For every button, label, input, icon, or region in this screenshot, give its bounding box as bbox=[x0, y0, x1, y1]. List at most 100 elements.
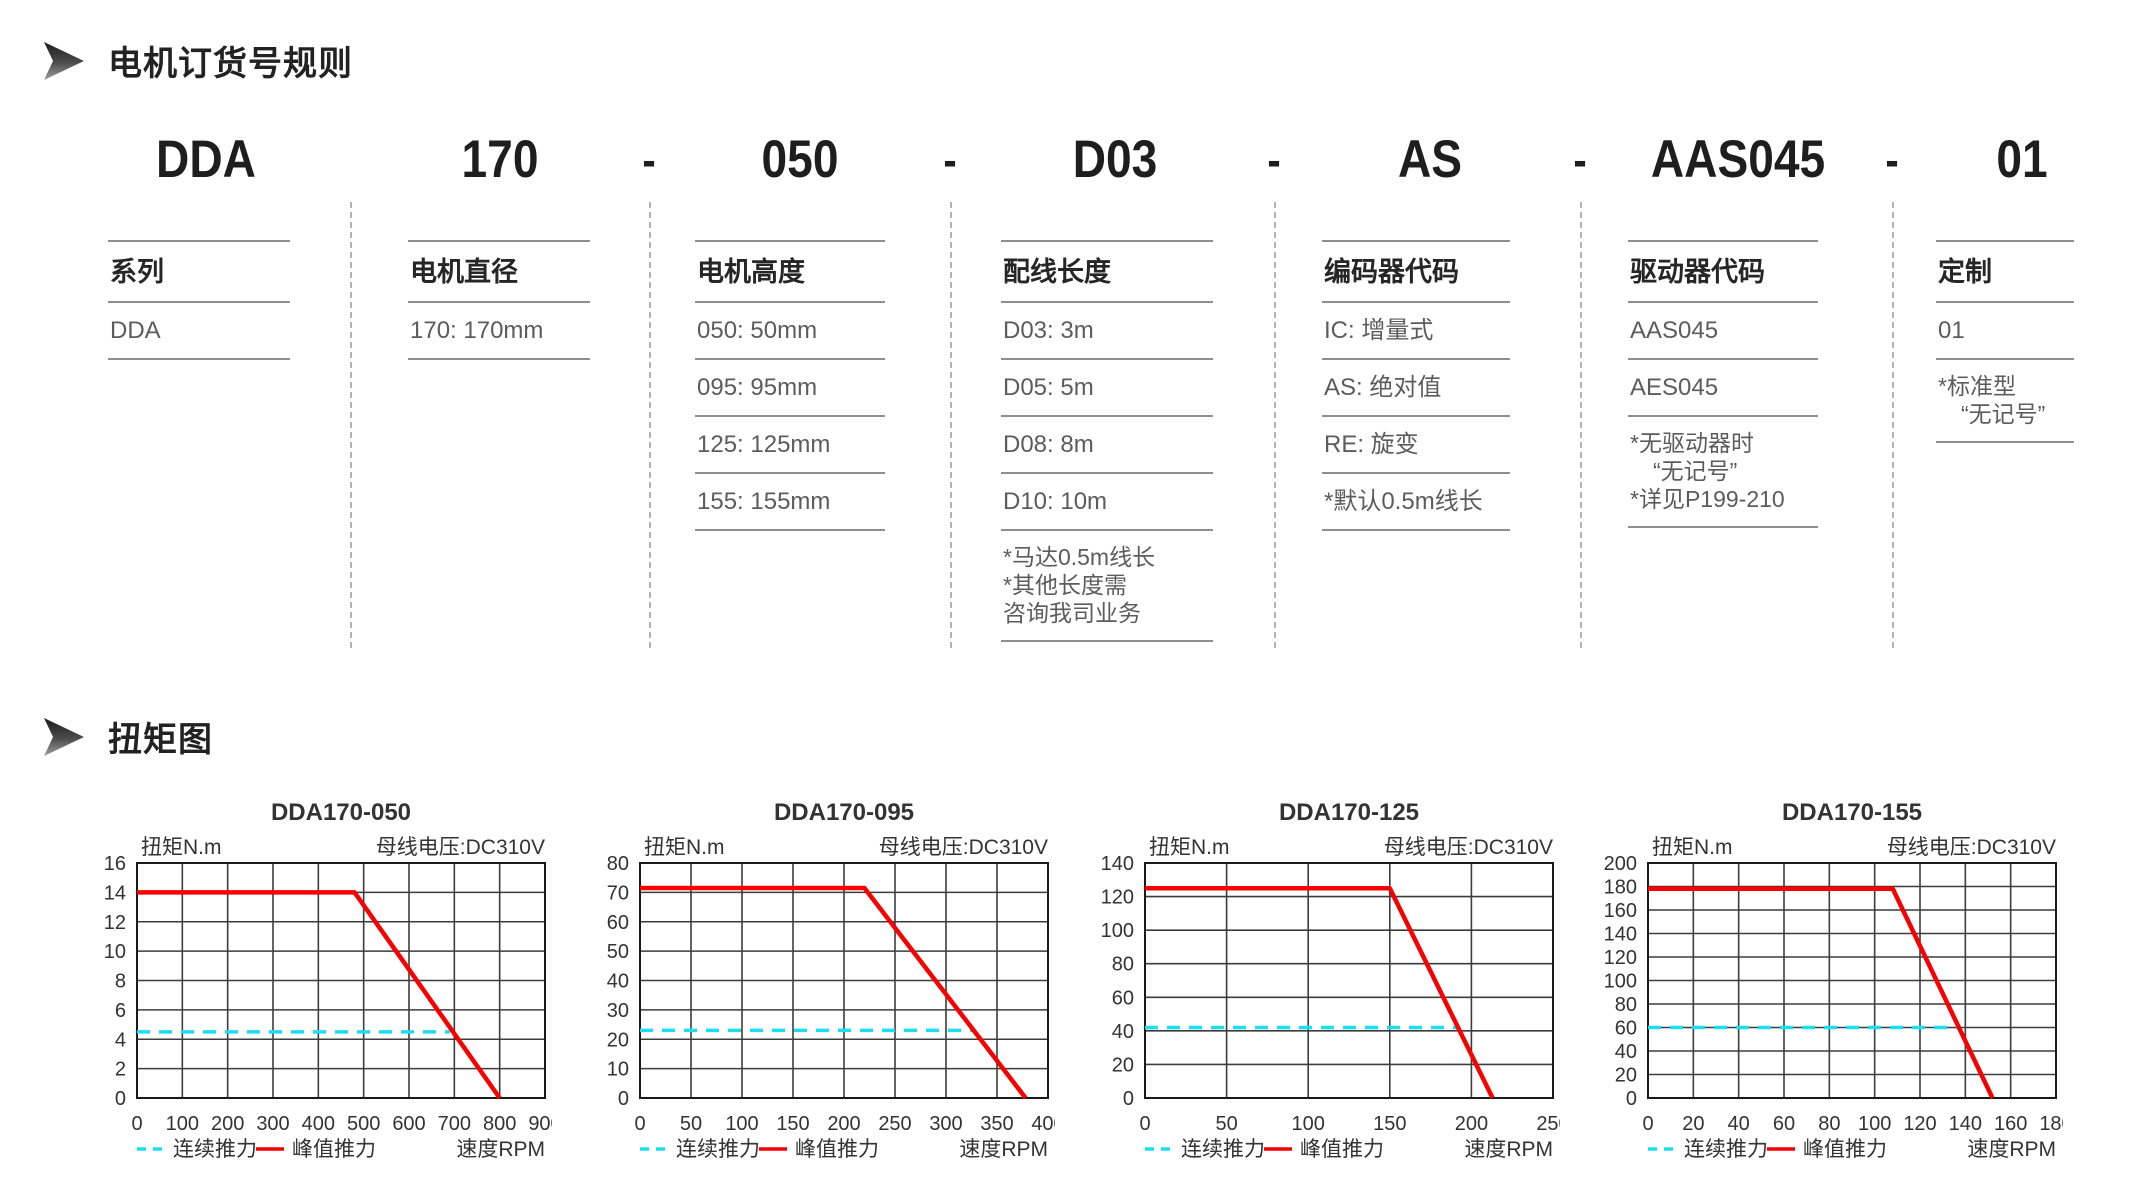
column-separator bbox=[950, 202, 952, 648]
peak-thrust-line bbox=[640, 885, 1028, 1100]
code-series: DDA bbox=[156, 130, 256, 189]
note-line: 咨询我司业务 bbox=[1003, 600, 1141, 626]
y-axis-tick-label: 60 bbox=[1112, 987, 1134, 1009]
code-hyphen: - bbox=[1573, 134, 1587, 186]
section-arrow-icon bbox=[44, 41, 84, 80]
legend-peak-label: 峰值推力 bbox=[795, 1138, 879, 1161]
column-item: *默认0.5m线长 bbox=[1322, 474, 1510, 531]
y-axis-tick-label: 60 bbox=[607, 912, 629, 934]
torque-chart-dda170-155: DDA170-155 扭矩N.m 母线电压:DC310V 0 20 40 60 80 100 12… bbox=[1563, 780, 2073, 1190]
bus-voltage-annotation: 母线电压:DC310V bbox=[376, 836, 545, 859]
column-note: *无驱动器时 “无记号” *详见P199-210 bbox=[1628, 417, 1818, 528]
legend-continuous-label: 连续推力 bbox=[1181, 1138, 1265, 1161]
x-axis-tick-label: 250 bbox=[878, 1113, 911, 1135]
note-line: “无记号” bbox=[1630, 458, 1738, 484]
legend-continuous-label: 连续推力 bbox=[173, 1138, 257, 1161]
column-diameter: 电机直径 170: 170mm bbox=[408, 240, 590, 360]
section-arrow-icon bbox=[44, 717, 84, 756]
bus-voltage-annotation: 母线电压:DC310V bbox=[879, 836, 1048, 859]
column-item: AES045 bbox=[1628, 360, 1818, 417]
column-driver: 驱动器代码 AAS045 AES045 *无驱动器时 “无记号” *详见P199… bbox=[1628, 240, 1818, 528]
note-line: *无驱动器时 bbox=[1630, 430, 1754, 456]
y-axis-tick-label: 20 bbox=[1615, 1065, 1637, 1087]
x-axis-tick-label: 40 bbox=[1728, 1113, 1750, 1135]
x-axis-tick-label: 300 bbox=[256, 1113, 289, 1135]
note-line: *详见P199-210 bbox=[1630, 486, 1785, 512]
y-axis-tick-label: 80 bbox=[607, 853, 629, 875]
y-axis-tick-label: 16 bbox=[104, 853, 126, 875]
x-axis-tick-label: 500 bbox=[347, 1113, 380, 1135]
y-axis-tick-label: 40 bbox=[1615, 1041, 1637, 1063]
code-hyphen: - bbox=[1885, 134, 1899, 186]
code-hyphen: - bbox=[1267, 134, 1281, 186]
column-label: 定制 bbox=[1936, 240, 2074, 303]
column-item: IC: 增量式 bbox=[1322, 303, 1510, 360]
x-axis-tick-label: 150 bbox=[1373, 1113, 1406, 1135]
column-item: DDA bbox=[108, 303, 290, 360]
x-axis-tick-label: 160 bbox=[1994, 1113, 2027, 1135]
x-axis-tick-label: 0 bbox=[1139, 1113, 1150, 1135]
x-axis-unit-label: 速度RPM bbox=[456, 1138, 545, 1161]
x-axis-tick-label: 100 bbox=[166, 1113, 199, 1135]
y-axis-tick-label: 0 bbox=[618, 1088, 629, 1110]
column-separator bbox=[1274, 202, 1276, 648]
column-item: AS: 绝对值 bbox=[1322, 360, 1510, 417]
x-axis-tick-label: 700 bbox=[438, 1113, 471, 1135]
order-code-section-header: 电机订货号规则 bbox=[44, 36, 353, 85]
x-axis-tick-label: 200 bbox=[827, 1113, 860, 1135]
torque-chart-svg: DDA170-095 扭矩N.m 母线电压:DC310V 0 10 20 30 40 50 60 7… bbox=[607, 799, 1065, 1161]
y-axis-unit-label: 扭矩N.m bbox=[1652, 836, 1733, 859]
chart-title: DDA170-095 bbox=[774, 799, 914, 826]
y-axis-tick-label: 20 bbox=[1112, 1054, 1134, 1076]
y-axis-tick-label: 60 bbox=[1615, 1018, 1637, 1040]
column-separator bbox=[1580, 202, 1582, 648]
y-axis-tick-label: 6 bbox=[115, 1000, 126, 1022]
y-axis-tick-label: 100 bbox=[1604, 971, 1637, 993]
chart-title: DDA170-125 bbox=[1279, 799, 1419, 826]
torque-chart-svg: DDA170-050 扭矩N.m 母线电压:DC310V 0 2 4 6 8 10 12 14 16 0… bbox=[104, 799, 562, 1161]
y-axis-tick-label: 40 bbox=[607, 971, 629, 993]
column-item: D05: 5m bbox=[1001, 360, 1213, 417]
legend-peak-label: 峰值推力 bbox=[1300, 1138, 1384, 1161]
plot-border bbox=[1144, 862, 1554, 1099]
column-series: 系列 DDA bbox=[108, 240, 290, 360]
y-axis-tick-label: 180 bbox=[1604, 877, 1637, 899]
column-item: 125: 125mm bbox=[695, 417, 885, 474]
x-axis-tick-label: 60 bbox=[1773, 1113, 1795, 1135]
y-axis-tick-label: 70 bbox=[607, 882, 629, 904]
x-axis-tick-label: 180 bbox=[2039, 1113, 2063, 1135]
bus-voltage-annotation: 母线电压:DC310V bbox=[1887, 836, 2056, 859]
y-axis-tick-label: 14 bbox=[104, 882, 126, 904]
code-diameter: 170 bbox=[461, 130, 539, 189]
y-axis-tick-label: 200 bbox=[1604, 853, 1637, 875]
torque-chart-svg: DDA170-125 扭矩N.m 母线电压:DC310V 0 20 40 60 80 100 12… bbox=[1101, 799, 1570, 1161]
y-axis-unit-label: 扭矩N.m bbox=[141, 836, 222, 859]
note-line: “无记号” bbox=[1938, 401, 2046, 427]
x-axis-tick-label: 300 bbox=[929, 1113, 962, 1135]
column-item: D08: 8m bbox=[1001, 417, 1213, 474]
x-axis-tick-label: 50 bbox=[680, 1113, 702, 1135]
column-note: *马达0.5m线长 *其他长度需 咨询我司业务 bbox=[1001, 531, 1213, 642]
peak-thrust-line bbox=[1145, 885, 1495, 1099]
x-axis-tick-label: 0 bbox=[634, 1113, 645, 1135]
plot-border bbox=[136, 862, 546, 1099]
x-axis-tick-label: 400 bbox=[302, 1113, 335, 1135]
x-axis-tick-label: 20 bbox=[1682, 1113, 1704, 1135]
code-hyphen: - bbox=[943, 134, 957, 186]
torque-chart-dda170-050: DDA170-050 扭矩N.m 母线电压:DC310V 0 2 4 6 8 10 12 14 16 0… bbox=[52, 780, 562, 1190]
column-item: 155: 155mm bbox=[695, 474, 885, 531]
y-axis-tick-label: 10 bbox=[104, 941, 126, 963]
x-axis-tick-label: 0 bbox=[1642, 1113, 1653, 1135]
column-separator bbox=[649, 202, 651, 648]
x-axis-tick-label: 150 bbox=[776, 1113, 809, 1135]
x-axis-unit-label: 速度RPM bbox=[1464, 1138, 1553, 1161]
legend-continuous-label: 连续推力 bbox=[676, 1138, 760, 1161]
y-axis-tick-label: 12 bbox=[104, 912, 126, 934]
y-axis-tick-label: 120 bbox=[1604, 947, 1637, 969]
chart-title: DDA170-155 bbox=[1782, 799, 1922, 826]
torque-section-header: 扭矩图 bbox=[44, 712, 213, 761]
y-axis-tick-label: 2 bbox=[115, 1059, 126, 1081]
legend-peak-label: 峰值推力 bbox=[292, 1138, 376, 1161]
peak-thrust-line bbox=[1648, 886, 1995, 1099]
y-axis-tick-label: 10 bbox=[607, 1059, 629, 1081]
